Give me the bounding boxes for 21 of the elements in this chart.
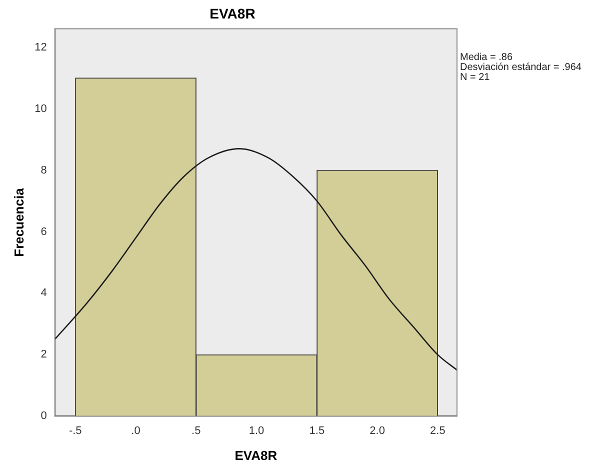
y-tick-label: 2: [40, 348, 47, 361]
y-tick-label: 12: [34, 41, 47, 54]
y-tick-label: 0: [40, 410, 47, 422]
x-axis-title: EVA8R: [234, 448, 278, 463]
x-tick-label: 2.5: [430, 424, 446, 437]
line-series: [54, 148, 457, 371]
y-tick-label: 4: [40, 287, 47, 300]
y-tick-label: 8: [40, 164, 47, 176]
x-tick-label: -.5: [68, 424, 82, 437]
y-tick-label: 6: [40, 226, 47, 238]
x-tick-label: .5: [192, 424, 201, 437]
y-axis-title: Frecuencia: [11, 187, 26, 257]
y-tick-label: 10: [34, 102, 47, 115]
x-tick-label: 1.5: [309, 424, 325, 437]
x-tick-label: 1.0: [248, 424, 264, 437]
chart-title: EVA8R: [210, 5, 256, 22]
x-tick-label: .0: [131, 424, 140, 437]
text: Media = .86: [460, 52, 513, 63]
x-tick-label: 2.0: [370, 424, 385, 437]
text: Desviación estándar = .964: [460, 62, 582, 73]
text: N = 21: [460, 72, 491, 83]
